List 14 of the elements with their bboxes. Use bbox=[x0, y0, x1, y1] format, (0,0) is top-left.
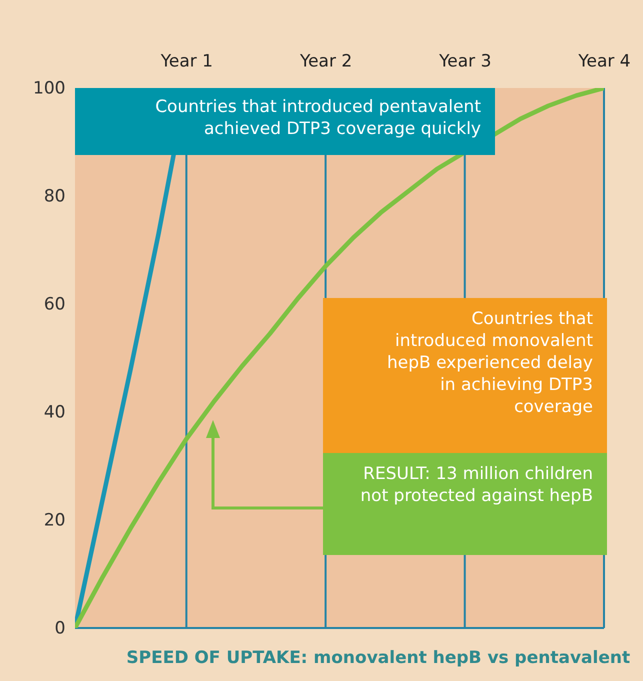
y-tick-label: 20 bbox=[44, 510, 66, 530]
x-tick-label: Year 2 bbox=[298, 52, 352, 72]
callout-box: Countries that introduced monovalent hepB experienced delay in achieving DTP3 coverage bbox=[323, 298, 607, 453]
y-tick-label: 60 bbox=[44, 294, 66, 314]
y-tick-label: 40 bbox=[44, 402, 66, 422]
y-tick-label: 0 bbox=[54, 618, 66, 638]
y-tick-label: 100 bbox=[33, 78, 66, 98]
x-tick-label: Year 4 bbox=[577, 52, 631, 72]
callout-box: RESULT: 13 million children not protected against hepB bbox=[323, 453, 607, 555]
x-tick-label: Year 1 bbox=[160, 52, 213, 72]
y-tick-label: 80 bbox=[44, 186, 66, 206]
callout-box: Countries that introduced pentavalent achieved DTP3 coverage quickly bbox=[75, 88, 495, 155]
x-tick-label: Year 3 bbox=[438, 52, 492, 72]
text: SPEED OF UPTAKE: monovalent hepB vs pentavalent bbox=[126, 648, 630, 668]
